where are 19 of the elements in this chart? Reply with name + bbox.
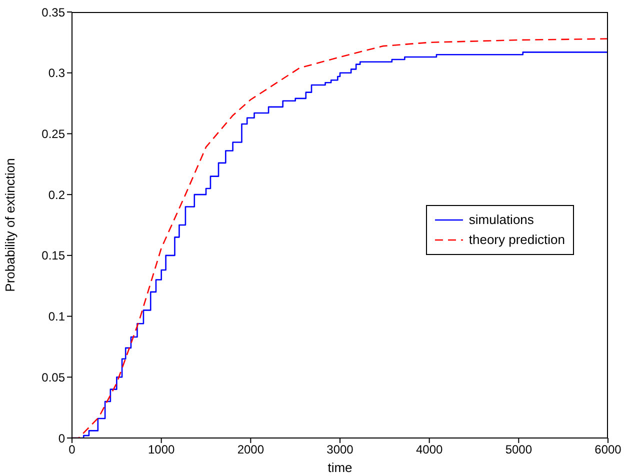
y-tick-label: 0.05 — [42, 370, 66, 384]
y-tick-label: 0.2 — [48, 188, 66, 202]
x-tick-label: 4000 — [416, 442, 444, 457]
y-tick-label: 0.1 — [48, 310, 66, 324]
x-tick-label: 2000 — [237, 442, 264, 457]
x-tick-label: 6000 — [594, 442, 622, 457]
y-tick-label: 0.35 — [42, 5, 66, 20]
x-axis-title: time — [328, 460, 352, 475]
y-tick-label: 0.25 — [42, 126, 66, 141]
y-axis-title: Probability of extinction — [2, 158, 18, 292]
x-tick-label: 5000 — [505, 442, 532, 457]
y-tick-label: 0.3 — [48, 66, 66, 80]
legend-label: theory prediction — [468, 231, 565, 249]
x-tick-label: 0 — [68, 442, 76, 457]
x-tick-label: 3000 — [326, 442, 354, 457]
y-tick-label: 0 — [58, 431, 66, 446]
legend-label: simulations — [468, 211, 534, 229]
y-tick-label: 0.15 — [42, 248, 66, 263]
x-tick-label: 1000 — [148, 442, 176, 457]
